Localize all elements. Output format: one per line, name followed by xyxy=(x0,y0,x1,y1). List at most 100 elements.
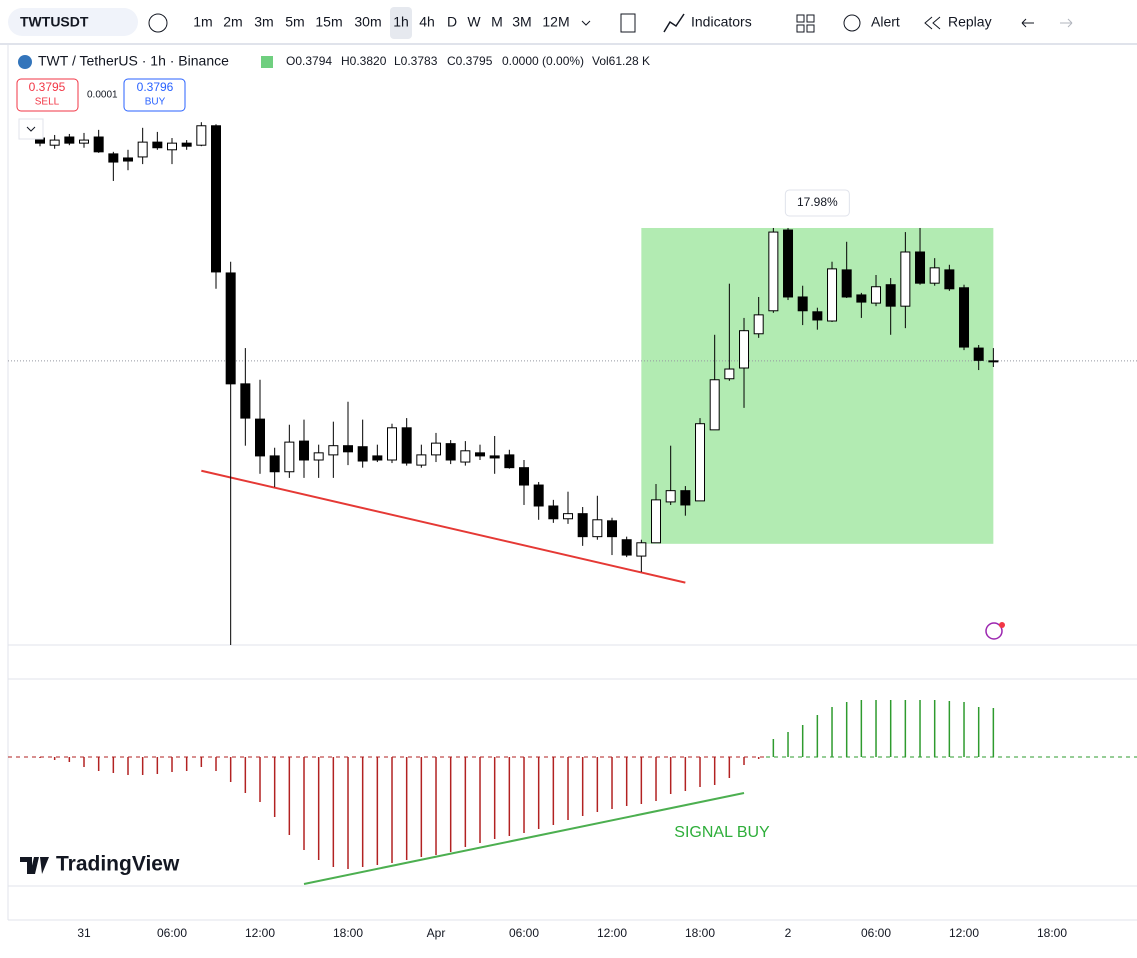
events-icon[interactable] xyxy=(985,622,1003,640)
sell-label[interactable]: SELL xyxy=(35,97,60,108)
trendline xyxy=(201,469,686,584)
candle-body xyxy=(152,141,163,149)
x-tick-label: 06:00 xyxy=(509,926,539,940)
buy-label[interactable]: BUY xyxy=(145,97,166,108)
collapse-icon xyxy=(26,126,36,132)
candle-body xyxy=(739,330,750,369)
candle-body xyxy=(489,455,500,459)
ohlc-readout: L0.3783 xyxy=(394,54,438,68)
collapse-button[interactable] xyxy=(18,118,44,140)
interval[interactable]: 30m xyxy=(354,14,381,30)
candle-body xyxy=(269,455,280,473)
interval[interactable]: 15m xyxy=(315,14,342,30)
candle-body xyxy=(548,505,559,520)
candle-body xyxy=(577,513,588,538)
replay-button[interactable]: Replay xyxy=(948,14,992,30)
x-tick-label: 18:00 xyxy=(333,926,363,940)
x-tick-label: 12:00 xyxy=(949,926,979,940)
add-symbol[interactable] xyxy=(148,13,168,33)
interval[interactable]: 3M xyxy=(512,14,531,30)
interval[interactable]: W xyxy=(467,14,481,30)
ohlc-readout: 0.0000 (0.00%) xyxy=(502,54,584,68)
interval[interactable]: M xyxy=(491,14,503,30)
interval[interactable]: 1h xyxy=(393,14,409,30)
candle-body xyxy=(856,294,867,303)
measure-label: 17.98% xyxy=(797,195,838,209)
candle-body xyxy=(929,267,940,284)
replay-icon[interactable] xyxy=(924,16,941,30)
candle-body xyxy=(401,427,412,464)
candle-body xyxy=(343,445,354,453)
candle-body xyxy=(460,450,471,463)
redo[interactable] xyxy=(1060,18,1073,28)
interval[interactable]: 3m xyxy=(254,14,273,30)
candle-body xyxy=(240,383,251,419)
candle-body xyxy=(680,490,691,506)
layouts-icon[interactable] xyxy=(796,14,815,33)
indicators-button[interactable]: Indicators xyxy=(691,14,752,30)
candle-body xyxy=(313,452,324,461)
interval[interactable]: 5m xyxy=(285,14,304,30)
candle-body xyxy=(108,153,119,163)
interval[interactable]: 4h xyxy=(419,14,435,30)
candle-body xyxy=(871,286,882,304)
candle-body xyxy=(827,268,838,322)
alert-icon[interactable] xyxy=(843,14,861,32)
interval-active-bg xyxy=(390,7,412,39)
candle-body xyxy=(284,441,295,473)
candle-body xyxy=(988,360,999,363)
candle-body xyxy=(328,445,339,456)
candle-body xyxy=(797,296,808,312)
alert-button[interactable]: Alert xyxy=(871,14,900,30)
candle-body xyxy=(225,272,236,385)
buy-button[interactable] xyxy=(123,78,186,112)
candle-body xyxy=(724,368,735,380)
chart-type-icon[interactable] xyxy=(620,13,636,33)
candle-body xyxy=(431,442,442,456)
symbol-box[interactable] xyxy=(8,8,138,36)
market-status xyxy=(261,56,273,68)
candle-body xyxy=(753,314,764,335)
annotation: SIGNAL BUY xyxy=(674,824,770,841)
candle-body xyxy=(944,269,955,290)
candle-body xyxy=(79,139,90,144)
candle-body xyxy=(959,287,970,348)
symbol-logo xyxy=(18,55,32,69)
candle-body xyxy=(93,136,104,153)
candle-body xyxy=(915,251,926,284)
trendline xyxy=(303,792,745,885)
candle-body xyxy=(621,539,632,556)
indicators-icon[interactable] xyxy=(663,13,685,33)
interval[interactable]: 12M xyxy=(542,14,569,30)
candle-body xyxy=(900,251,911,307)
buy-price[interactable]: 0.3796 xyxy=(137,80,174,94)
candle-body xyxy=(504,454,515,469)
interval[interactable]: 1m xyxy=(193,14,212,30)
candle-body xyxy=(563,513,574,520)
candle-body xyxy=(416,454,427,466)
x-tick-label: 18:00 xyxy=(1037,926,1067,940)
interval[interactable]: D xyxy=(447,14,457,30)
sell-button[interactable] xyxy=(16,78,79,112)
spread: 0.0001 xyxy=(87,90,118,101)
undo[interactable] xyxy=(1021,18,1034,28)
candle-body xyxy=(607,520,618,538)
candle-body xyxy=(651,499,662,544)
x-tick-label: 12:00 xyxy=(245,926,275,940)
events-dot xyxy=(999,622,1005,628)
symbol[interactable]: TWTUSDT xyxy=(20,14,89,30)
watermark: TradingView xyxy=(56,853,180,876)
x-tick-label: 18:00 xyxy=(685,926,715,940)
interval[interactable]: 2m xyxy=(223,14,242,30)
candle-body xyxy=(167,142,178,151)
candle-body xyxy=(196,125,207,146)
interval-menu[interactable] xyxy=(581,20,591,26)
ohlc-readout: Vol61.28 K xyxy=(592,54,650,68)
x-tick-label: Apr xyxy=(427,926,446,940)
toolbar xyxy=(0,0,1137,44)
candle-body xyxy=(695,423,706,502)
candle-body xyxy=(768,231,779,312)
candle-body xyxy=(211,125,222,273)
sell-price[interactable]: 0.3795 xyxy=(29,80,66,94)
